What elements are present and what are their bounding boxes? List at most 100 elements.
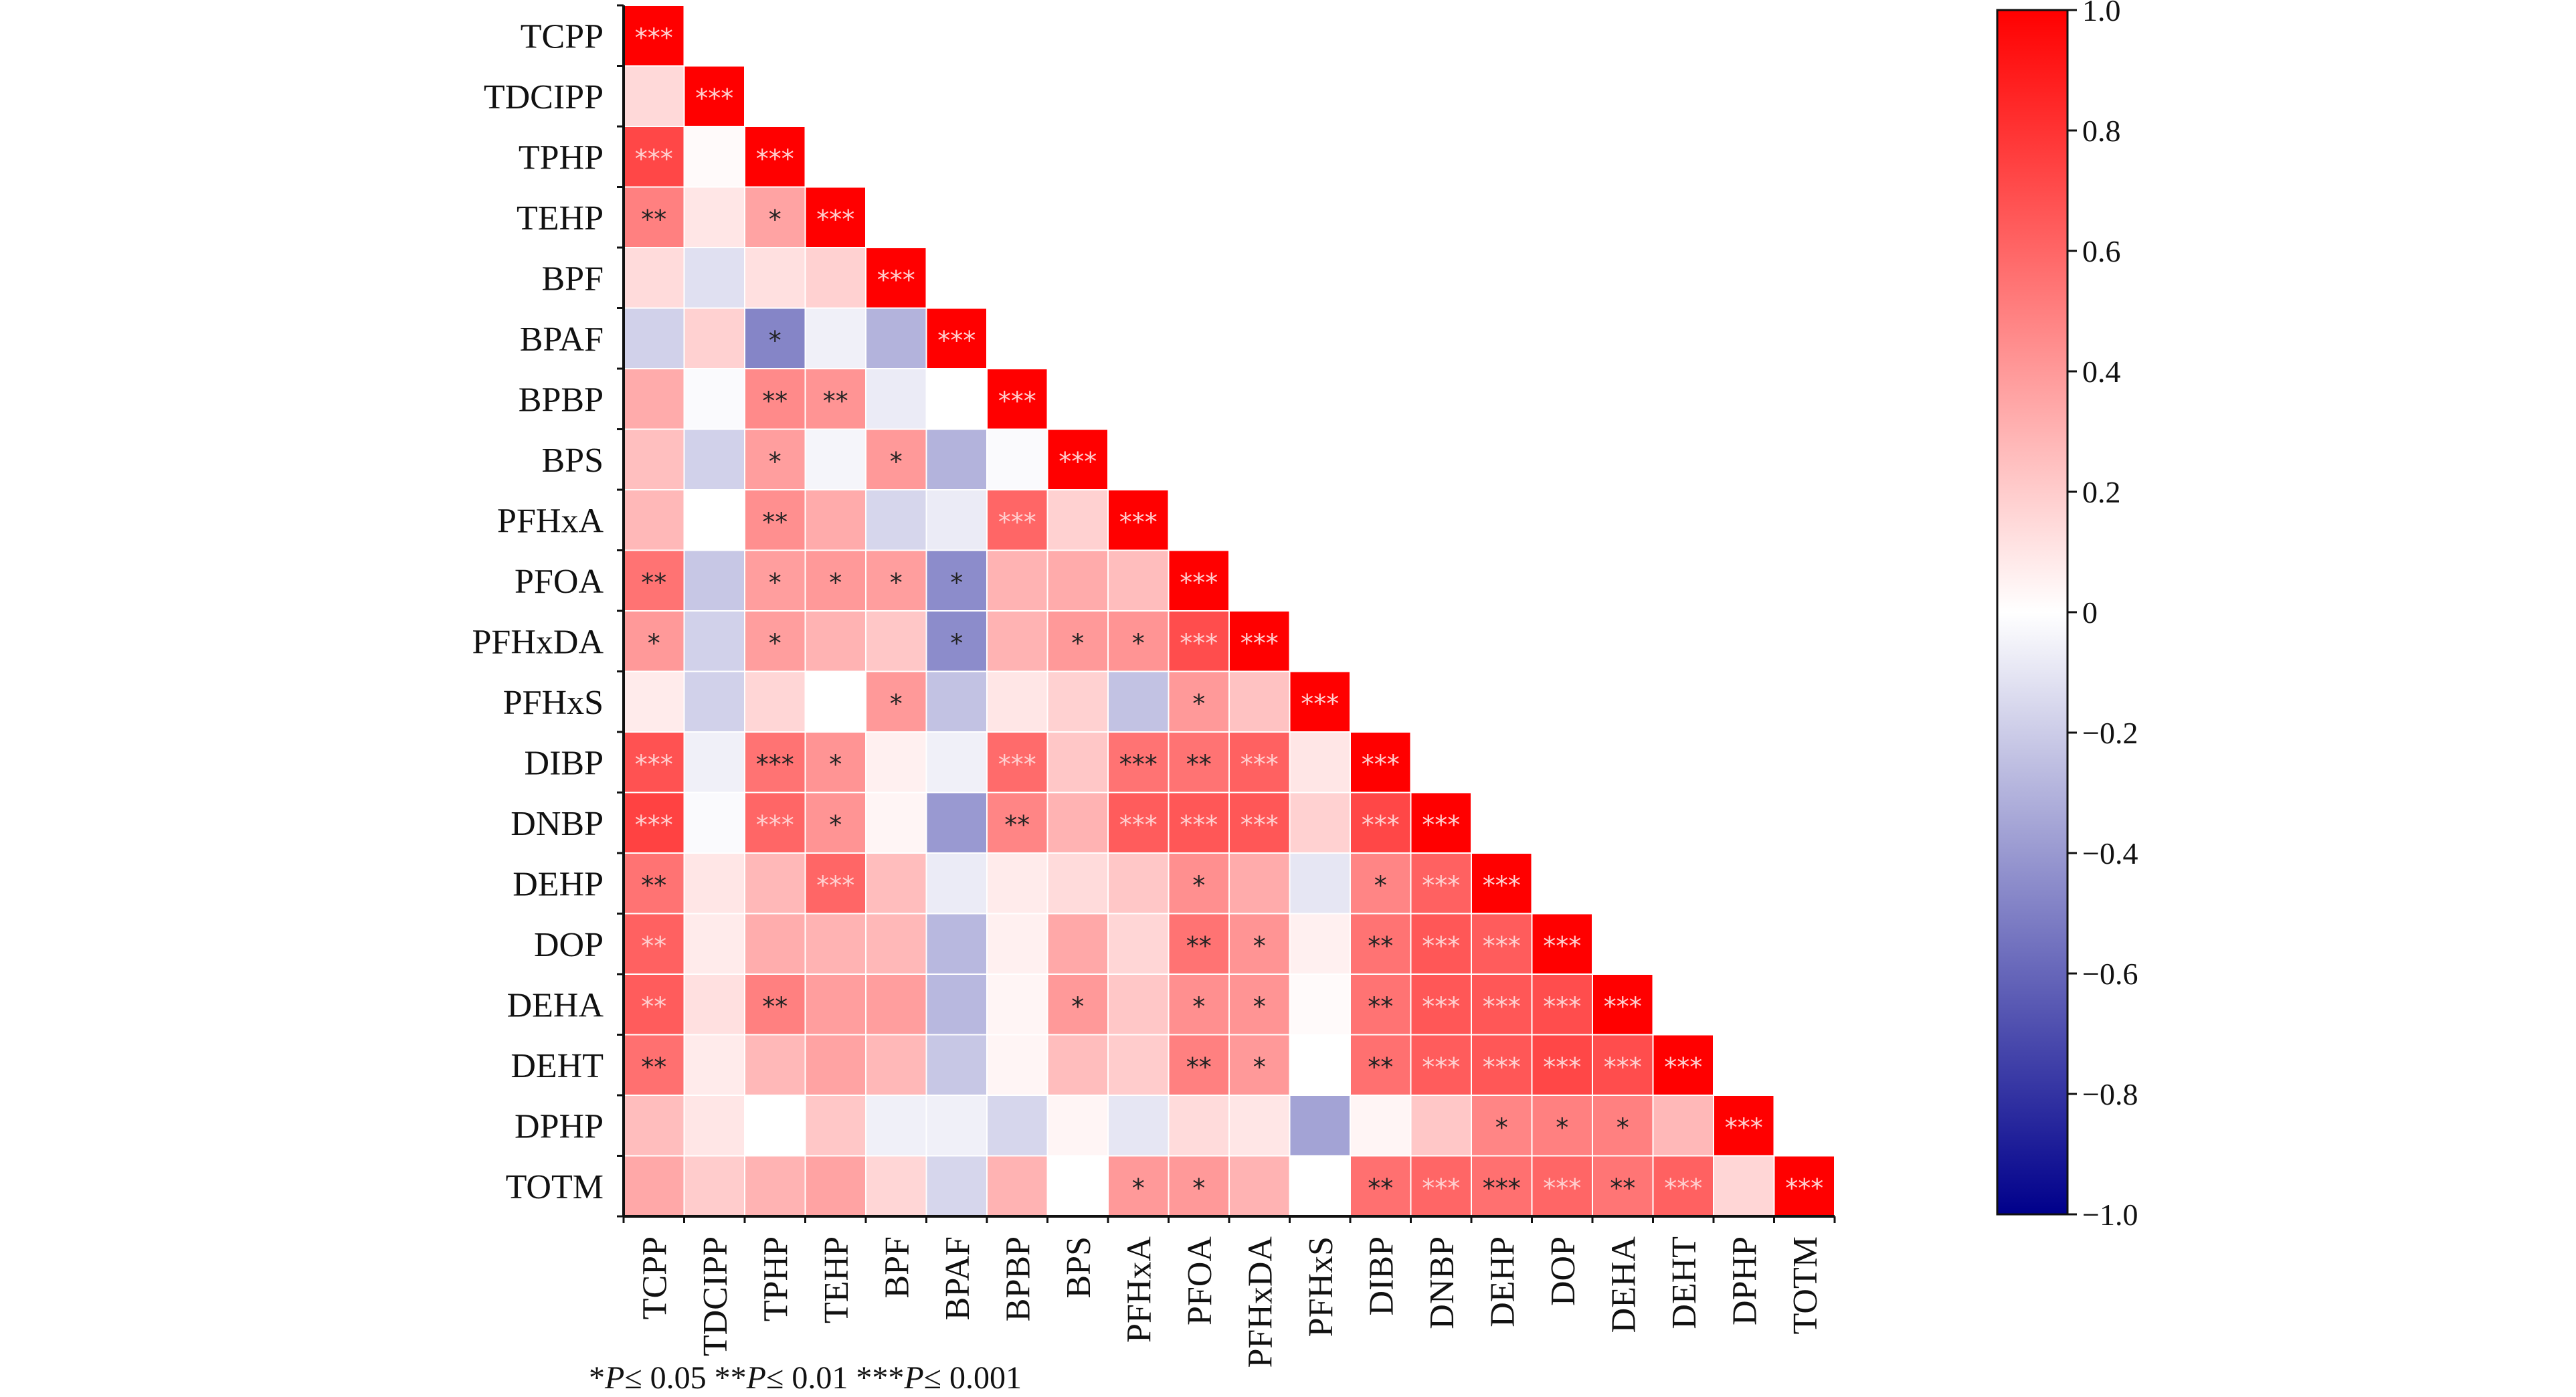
heatmap-cell-BPAF-TEHP (804, 307, 866, 369)
significance-mark-BPAF-BPAF: *** (937, 326, 976, 355)
colorbar-tick-label: −0.8 (2082, 1077, 2138, 1111)
heatmap-cell-DIBP-BPBP (986, 731, 1048, 794)
significance-mark-DPHP-DEHP: * (1495, 1113, 1508, 1142)
heatmap-cell-TOTM-DIBP (1350, 1155, 1412, 1217)
y-tick-label-PFOA: PFOA (515, 563, 604, 601)
heatmap-cell-TOTM-BPF (865, 1155, 927, 1217)
heatmap-cell-PFHxDA-BPF (865, 610, 927, 672)
heatmap-cell-DPHP-DEHT (1652, 1095, 1714, 1157)
heatmap-cell-PFHxDA-PFOA (1168, 610, 1230, 672)
significance-mark-BPF-BPF: *** (877, 265, 915, 294)
significance-mark-DNBP-PFHxA: *** (1119, 810, 1158, 840)
significance-mark-PFOA-BPAF: * (950, 568, 963, 597)
heatmap-cell-DEHT-DEHA (1592, 1034, 1654, 1096)
heatmap-cell-PFHxS-BPBP (986, 670, 1048, 733)
significance-mark-PFOA-TPHP: * (769, 568, 781, 597)
significance-mark-TEHP-TEHP: *** (816, 205, 854, 234)
heatmap-cell-TOTM-TOTM (1773, 1155, 1835, 1217)
heatmap-cell-DEHP-PFHxS (1289, 852, 1351, 915)
x-tick-label-DIBP: DIBP (1362, 1236, 1400, 1315)
significance-mark-PFOA-TEHP: * (829, 568, 842, 597)
heatmap-cell-TOTM-TDCIPP (683, 1155, 745, 1217)
significance-mark-TDCIPP-TDCIPP: *** (695, 84, 733, 113)
significance-mark-DEHA-TPHP: ** (762, 992, 788, 1021)
significance-mark-DOP-TCPP: ** (641, 931, 666, 961)
colorbar-tick-label: −0.2 (2082, 716, 2138, 750)
heatmap-cell-PFHxDA-TPHP (744, 610, 806, 672)
y-tick-label-TCPP: TCPP (521, 17, 604, 56)
heatmap-cell-DNBP-BPAF (925, 791, 988, 854)
heatmap-cell-BPS-TDCIPP (683, 428, 745, 490)
significance-mark-DOP-DEHP: *** (1483, 931, 1521, 961)
significance-mark-TOTM-DOP: *** (1543, 1174, 1581, 1203)
heatmap-cell-TEHP-TPHP (744, 186, 806, 248)
heatmap-cell-BPAF-BPAF (925, 307, 988, 369)
heatmap-cell-DEHT-TDCIPP (683, 1034, 745, 1096)
heatmap-cell-BPBP-TDCIPP (683, 368, 745, 430)
heatmap-cell-DOP-DEHP (1471, 913, 1533, 975)
y-tick-label-DNBP: DNBP (511, 805, 604, 843)
heatmap-cell-DEHT-DOP (1531, 1034, 1593, 1096)
heatmap-cell-BPF-TEHP (804, 247, 866, 309)
x-tick-label-TOTM: TOTM (1786, 1236, 1825, 1334)
y-tick-label-BPS: BPS (541, 442, 604, 480)
heatmap-cell-PFHxA-BPF (865, 489, 927, 551)
heatmap-cell-BPBP-BPF (865, 368, 927, 430)
heatmap-cell-BPAF-TCPP (623, 307, 685, 369)
heatmap-cell-DOP-DOP (1531, 913, 1593, 975)
heatmap-cell-DPHP-DEHA (1592, 1095, 1654, 1157)
heatmap-cell-DNBP-DIBP (1350, 791, 1412, 854)
heatmap-cell-PFHxDA-BPS (1046, 610, 1109, 672)
heatmap-cell-PFHxS-PFHxDA (1228, 670, 1291, 733)
x-tick-label-DNBP: DNBP (1423, 1236, 1461, 1329)
significance-mark-DEHP-DNBP: *** (1422, 870, 1460, 900)
significance-mark-DNBP-TPHP: *** (756, 810, 794, 840)
heatmap-cell-DEHP-BPBP (986, 852, 1048, 915)
significance-mark-DNBP-DNBP: *** (1422, 810, 1460, 840)
heatmap-cell-DEHP-BPAF (925, 852, 988, 915)
significance-mark-DEHA-PFHxDA: * (1253, 992, 1266, 1021)
x-tick-label-BPS: BPS (1060, 1236, 1098, 1299)
heatmap-cell-DEHA-DOP (1531, 973, 1593, 1036)
significance-mark-DEHA-DEHA: *** (1604, 992, 1642, 1021)
legend-note-part: P (746, 1360, 766, 1396)
heatmap-cell-DIBP-BPS (1046, 731, 1109, 794)
heatmap-cell-TOTM-DEHA (1592, 1155, 1654, 1217)
legend-note-part: P (605, 1360, 625, 1396)
significance-mark-DNBP-DIBP: *** (1362, 810, 1400, 840)
heatmap-cell-PFOA-BPF (865, 549, 927, 612)
y-tick-label-TDCIPP: TDCIPP (484, 78, 604, 116)
heatmap-cell-PFOA-TPHP (744, 549, 806, 612)
x-axis-labels: TCPP TDCIPP TPHP TEHP BPF BPAF BPBP BPS PFHxA PFO… (636, 1236, 1825, 1368)
heatmap-cell-DIBP-TDCIPP (683, 731, 745, 794)
heatmap-cell-TOTM-TPHP (744, 1155, 806, 1217)
heatmap-cell-DNBP-PFOA (1168, 791, 1230, 854)
heatmap-cell-DPHP-PFOA (1168, 1095, 1230, 1157)
heatmap-cell-DEHA-TPHP (744, 973, 806, 1036)
significance-mark-DEHP-DIBP: * (1374, 870, 1387, 900)
heatmap-cell-DEHP-PFHxDA (1228, 852, 1291, 915)
heatmap-cell-DPHP-TCPP (623, 1095, 685, 1157)
heatmap-cell-DPHP-PFHxDA (1228, 1095, 1291, 1157)
heatmap-cell-PFHxS-TCPP (623, 670, 685, 733)
significance-mark-BPBP-TEHP: ** (823, 386, 848, 415)
heatmap-cell-BPS-TCPP (623, 428, 685, 490)
x-tick-label-DPHP: DPHP (1726, 1236, 1764, 1325)
heatmap-cell-DEHP-TDCIPP (683, 852, 745, 915)
heatmap-cell-DEHT-TCPP (623, 1034, 685, 1096)
significance-mark-BPS-BPS: *** (1059, 447, 1097, 476)
heatmap-cell-PFHxS-TEHP (804, 670, 866, 733)
heatmap-cell-DEHA-TEHP (804, 973, 866, 1036)
heatmap-cell-PFHxA-BPS (1046, 489, 1109, 551)
significance-mark-DEHT-DIBP: ** (1368, 1052, 1393, 1082)
x-tick-label-DEHP: DEHP (1483, 1236, 1522, 1327)
heatmap-cell-BPAF-BPF (865, 307, 927, 369)
heatmap-cell-DNBP-BPBP (986, 791, 1048, 854)
heatmap-cell-TOTM-BPAF (925, 1155, 988, 1217)
significance-mark-DEHP-TEHP: *** (816, 870, 854, 900)
significance-mark-DEHA-DEHP: *** (1483, 992, 1521, 1021)
significance-mark-TEHP-TCPP: ** (641, 205, 666, 234)
significance-mark-DIBP-PFHxA: *** (1119, 749, 1158, 779)
heatmap-cell-DEHA-PFHxS (1289, 973, 1351, 1036)
significance-mark-DEHP-DEHP: *** (1483, 870, 1521, 900)
